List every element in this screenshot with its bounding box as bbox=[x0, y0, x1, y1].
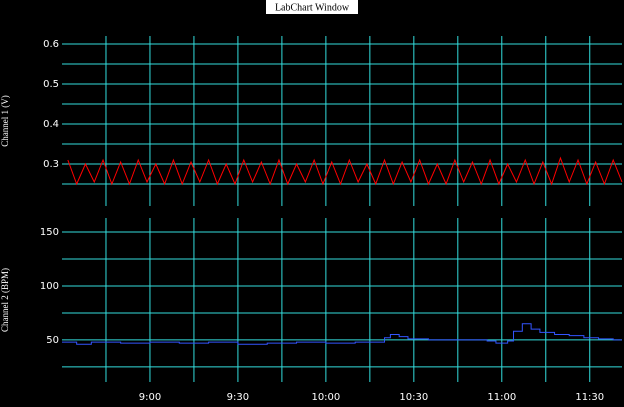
x-tick-label: 9:30 bbox=[227, 392, 249, 403]
x-tick-label: 11:00 bbox=[487, 392, 516, 403]
y-tick-label: 0.3 bbox=[43, 159, 59, 170]
y-axis-label: Channel 1 (V) bbox=[0, 95, 10, 147]
y-axis-label: Channel 2 (BPM) bbox=[0, 268, 10, 332]
title-box bbox=[266, 0, 358, 14]
x-tick-label: 10:00 bbox=[311, 392, 340, 403]
x-tick-label: 9:00 bbox=[139, 392, 161, 403]
window-title: LabChart Window bbox=[275, 2, 350, 13]
y-tick-label: 100 bbox=[40, 281, 59, 292]
x-tick-label: 10:30 bbox=[399, 392, 428, 403]
y-tick-label: 0.4 bbox=[43, 119, 59, 130]
y-tick-label: 0.5 bbox=[43, 79, 59, 90]
y-tick-label: 150 bbox=[40, 227, 59, 238]
line-series bbox=[62, 323, 622, 345]
x-tick-label: 11:30 bbox=[575, 392, 604, 403]
line-series bbox=[67, 156, 623, 186]
y-tick-label: 0.6 bbox=[43, 39, 59, 50]
y-tick-label: 50 bbox=[46, 335, 59, 346]
